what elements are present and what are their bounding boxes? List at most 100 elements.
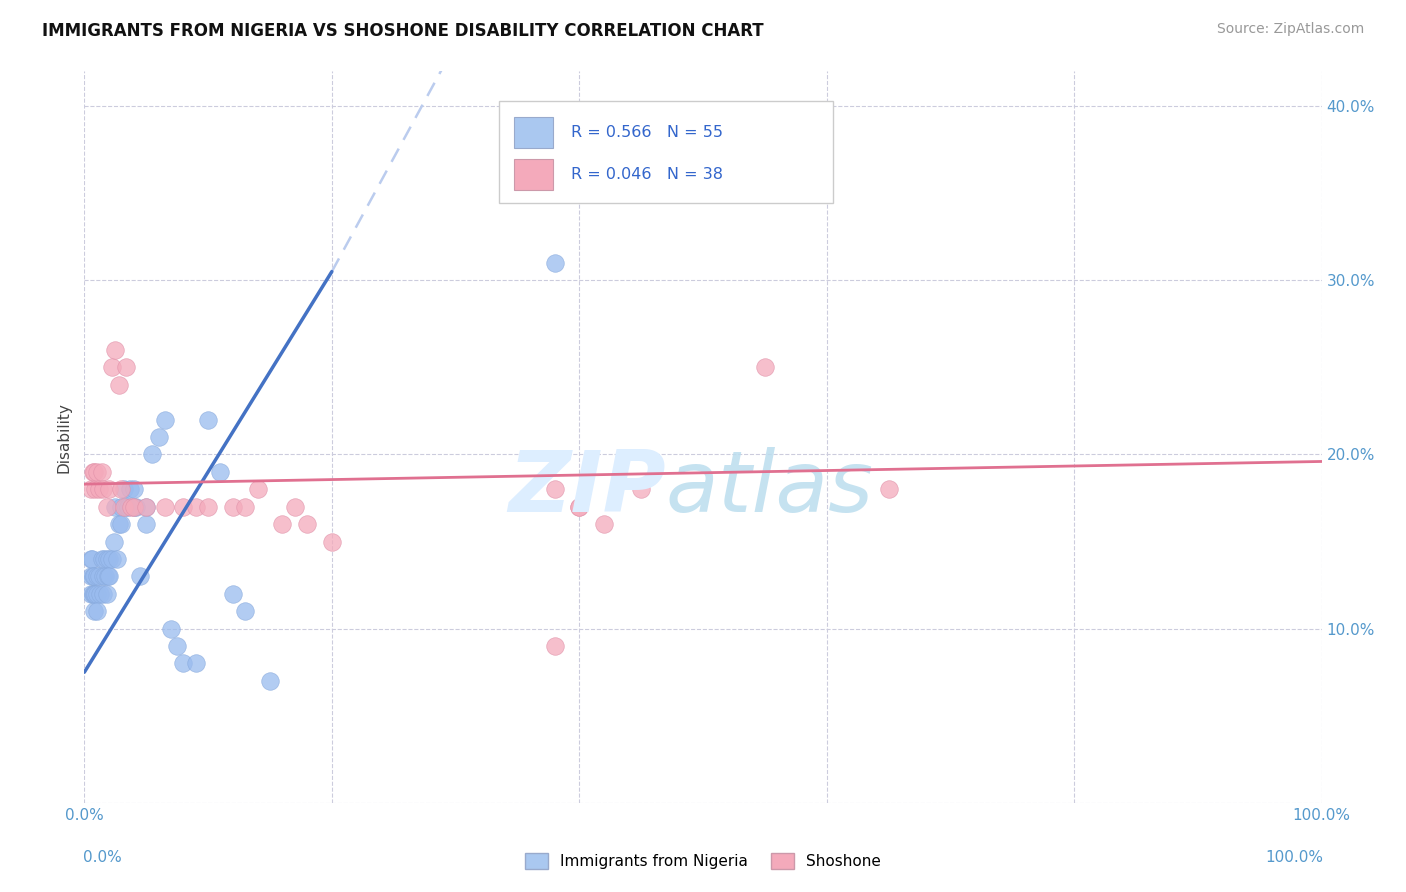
Point bbox=[79, 587, 101, 601]
Point bbox=[108, 517, 131, 532]
Point bbox=[117, 500, 139, 514]
Point bbox=[153, 500, 176, 514]
Point bbox=[284, 500, 307, 514]
Point bbox=[197, 500, 219, 514]
Point bbox=[630, 483, 652, 497]
Text: 100.0%: 100.0% bbox=[1265, 850, 1323, 865]
Point bbox=[222, 587, 245, 601]
Point bbox=[110, 517, 132, 532]
Point bbox=[110, 483, 132, 497]
Text: Source: ZipAtlas.com: Source: ZipAtlas.com bbox=[1216, 22, 1364, 37]
Point bbox=[98, 552, 121, 566]
Point bbox=[543, 483, 565, 497]
Point bbox=[86, 587, 108, 601]
Point bbox=[122, 500, 145, 514]
Point bbox=[83, 569, 105, 583]
Point bbox=[91, 483, 114, 497]
Point bbox=[96, 500, 118, 514]
Point bbox=[89, 569, 111, 583]
Text: R = 0.566   N = 55: R = 0.566 N = 55 bbox=[571, 125, 723, 140]
Point bbox=[115, 500, 138, 514]
Point bbox=[543, 256, 565, 270]
Point bbox=[86, 604, 108, 618]
Point bbox=[90, 552, 112, 566]
Bar bbox=[513, 159, 554, 190]
Point bbox=[86, 569, 108, 583]
Point bbox=[104, 500, 127, 514]
Point bbox=[754, 360, 776, 375]
Point bbox=[135, 517, 157, 532]
Point bbox=[89, 483, 111, 497]
Point bbox=[98, 483, 121, 497]
FancyBboxPatch shape bbox=[499, 101, 832, 203]
Point bbox=[568, 500, 591, 514]
Y-axis label: Disability: Disability bbox=[56, 401, 72, 473]
Point bbox=[125, 500, 148, 514]
Point bbox=[79, 483, 101, 497]
Point bbox=[89, 587, 111, 601]
Text: IMMIGRANTS FROM NIGERIA VS SHOSHONE DISABILITY CORRELATION CHART: IMMIGRANTS FROM NIGERIA VS SHOSHONE DISA… bbox=[42, 22, 763, 40]
Point bbox=[79, 569, 101, 583]
Point bbox=[97, 569, 120, 583]
Point bbox=[103, 534, 125, 549]
Point bbox=[222, 500, 245, 514]
Point bbox=[84, 483, 107, 497]
Point bbox=[91, 587, 114, 601]
Point bbox=[135, 500, 157, 514]
Point bbox=[82, 465, 104, 479]
Bar bbox=[513, 118, 554, 148]
Point bbox=[122, 500, 145, 514]
Point bbox=[112, 500, 135, 514]
Point bbox=[120, 483, 142, 497]
Point bbox=[543, 639, 565, 653]
Point bbox=[94, 569, 117, 583]
Point bbox=[105, 552, 128, 566]
Point bbox=[100, 360, 122, 375]
Point bbox=[148, 430, 170, 444]
Point bbox=[172, 657, 194, 671]
Point bbox=[166, 639, 188, 653]
Point bbox=[295, 517, 318, 532]
Point bbox=[184, 657, 207, 671]
Point bbox=[93, 552, 115, 566]
Point bbox=[135, 500, 157, 514]
Text: R = 0.046   N = 38: R = 0.046 N = 38 bbox=[571, 167, 723, 182]
Text: ZIP: ZIP bbox=[508, 447, 666, 530]
Point bbox=[80, 552, 103, 566]
Point bbox=[83, 604, 105, 618]
Point bbox=[96, 587, 118, 601]
Point bbox=[593, 517, 616, 532]
Point bbox=[83, 465, 105, 479]
Point bbox=[98, 569, 121, 583]
Text: 0.0%: 0.0% bbox=[83, 850, 122, 865]
Point bbox=[877, 483, 900, 497]
Point bbox=[122, 483, 145, 497]
Point bbox=[112, 483, 135, 497]
Point bbox=[115, 360, 138, 375]
Point bbox=[90, 465, 112, 479]
Point bbox=[246, 483, 269, 497]
Legend: Immigrants from Nigeria, Shoshone: Immigrants from Nigeria, Shoshone bbox=[519, 847, 887, 875]
Point bbox=[160, 622, 183, 636]
Point bbox=[271, 517, 294, 532]
Text: atlas: atlas bbox=[666, 447, 875, 530]
Point bbox=[153, 412, 176, 426]
Point bbox=[233, 604, 256, 618]
Point bbox=[104, 343, 127, 357]
Point bbox=[96, 552, 118, 566]
Point bbox=[141, 448, 163, 462]
Point bbox=[91, 569, 114, 583]
Point bbox=[568, 500, 591, 514]
Point bbox=[110, 500, 132, 514]
Point bbox=[321, 534, 343, 549]
Point bbox=[108, 377, 131, 392]
Point bbox=[82, 569, 104, 583]
Point bbox=[184, 500, 207, 514]
Point bbox=[100, 552, 122, 566]
Point bbox=[172, 500, 194, 514]
Point bbox=[86, 465, 108, 479]
Point bbox=[209, 465, 232, 479]
Point bbox=[197, 412, 219, 426]
Point bbox=[129, 569, 152, 583]
Point bbox=[82, 587, 104, 601]
